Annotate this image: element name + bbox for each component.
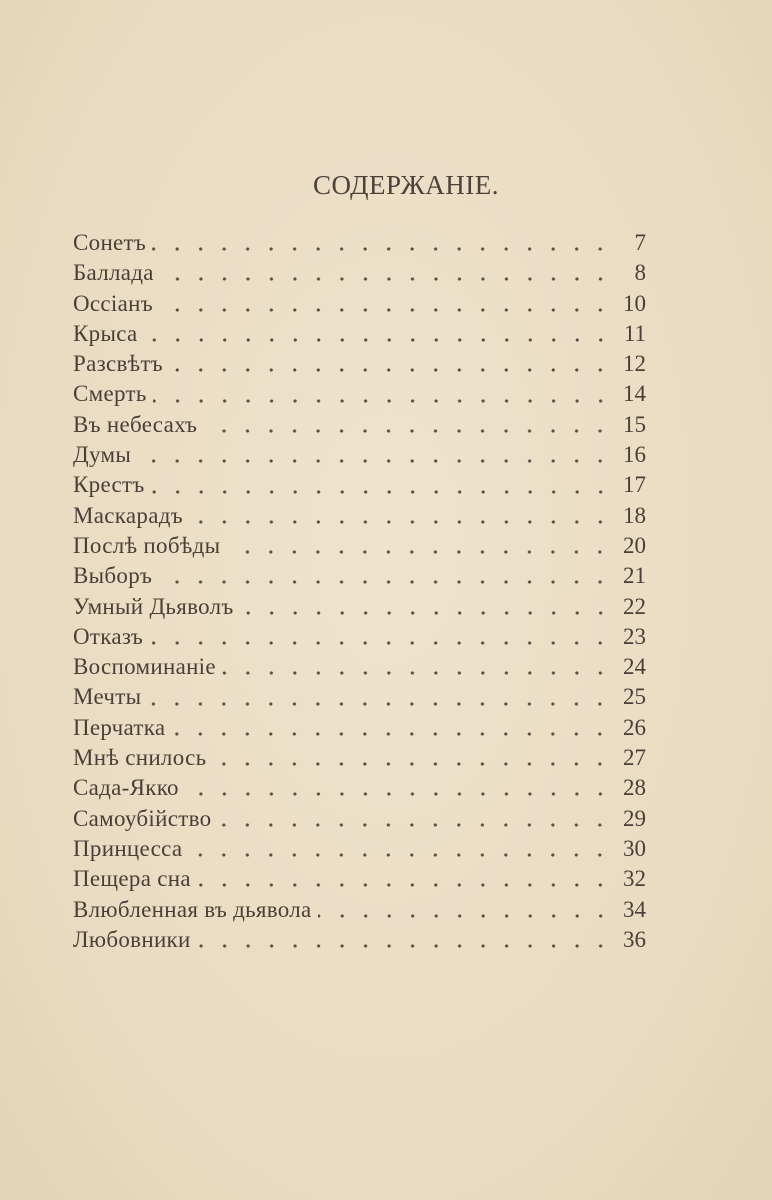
- page-title: СОДЕРЖАНІЕ.: [312, 170, 500, 200]
- entry-title: Любовники: [73, 926, 191, 952]
- dot-leader: [188, 519, 612, 524]
- toc-entry: Баллада 8: [73, 258, 646, 288]
- toc-entry: Думы 16: [73, 440, 646, 470]
- entry-title: Думы: [73, 442, 132, 468]
- entry-title: Сада-Якко: [73, 775, 179, 801]
- entry-page-number: 17: [623, 472, 646, 498]
- toc-entry: Оссіанъ 10: [73, 289, 646, 319]
- dot-leader: [188, 853, 612, 858]
- entry-title: Отказъ: [73, 623, 144, 649]
- dot-leader: [137, 459, 612, 464]
- dot-leader: [152, 247, 612, 252]
- toc-entry: Влюбленная въ дьявола 34: [73, 895, 646, 925]
- toc-entry: Послѣ побѣды 20: [73, 531, 646, 561]
- dot-leader: [317, 913, 612, 918]
- entry-page-number: 14: [623, 381, 646, 407]
- toc-entry: Въ небесахъ 15: [73, 410, 646, 440]
- entry-page-number: 28: [623, 775, 646, 801]
- entry-title: Пещера сна: [73, 866, 191, 892]
- entry-page-number: 23: [623, 623, 646, 649]
- dot-leader: [169, 368, 612, 373]
- toc-entry: Умный Дьяволъ 22: [73, 592, 646, 622]
- entry-title: Оссіанъ: [73, 290, 153, 316]
- entry-title: Самоубійство: [73, 805, 212, 831]
- entry-page-number: 22: [623, 593, 646, 619]
- entry-title: Сонетъ: [73, 230, 147, 255]
- toc-entry: Пещера сна 32: [73, 864, 646, 894]
- entry-title: Выборъ: [73, 563, 153, 589]
- dot-leader: [158, 580, 612, 585]
- dot-leader: [239, 610, 612, 615]
- dot-leader: [184, 792, 612, 797]
- dot-leader: [150, 489, 612, 494]
- entry-page-number: 11: [623, 320, 646, 346]
- entry-title: Умный Дьяволъ: [73, 593, 234, 619]
- toc-entry: Мечты 25: [73, 682, 646, 712]
- entry-page-number: 8: [634, 260, 647, 286]
- entry-title: Принцесса: [73, 835, 183, 861]
- dot-leader: [158, 307, 612, 312]
- entry-page-number: 24: [623, 654, 646, 680]
- entry-page-number: 12: [623, 351, 646, 377]
- entry-page-number: 15: [623, 411, 646, 437]
- entry-page-number: 36: [623, 926, 646, 952]
- dot-leader: [159, 277, 612, 282]
- entry-title: Мнѣ снилось: [73, 745, 207, 771]
- entry-title: Крестъ: [73, 472, 145, 498]
- dot-leader: [217, 822, 612, 827]
- entry-title: Баллада: [73, 260, 154, 286]
- dot-leader: [203, 428, 612, 433]
- toc-entry: Сонетъ 7: [73, 228, 646, 258]
- table-of-contents: Сонетъ 7 Баллада 8 Оссіанъ 10 Крыса 11 Разсвѣтъ 1…: [73, 228, 646, 955]
- dot-leader: [149, 641, 612, 645]
- entry-title: Послѣ побѣды: [73, 532, 221, 558]
- dot-leader: [221, 671, 612, 676]
- toc-entry: Самоубійство 29: [73, 804, 646, 834]
- dot-leader: [196, 883, 612, 888]
- entry-page-number: 29: [623, 805, 646, 831]
- dot-leader: [196, 943, 612, 948]
- dot-leader: [147, 701, 612, 706]
- toc-entry: Смерть 14: [73, 379, 646, 409]
- toc-entry: Крыса 11: [73, 319, 646, 349]
- entry-page-number: 18: [623, 502, 646, 528]
- entry-title: Крыса: [73, 320, 138, 346]
- toc-entry: Любовники 36: [73, 925, 646, 955]
- entry-title: Воспоминаніе: [73, 654, 216, 680]
- entry-page-number: 7: [634, 230, 647, 255]
- entry-page-number: 25: [623, 684, 646, 710]
- dot-leader: [226, 550, 612, 555]
- toc-entry: Выборъ 21: [73, 561, 646, 591]
- entry-page-number: 21: [623, 563, 646, 589]
- dot-leader: [212, 762, 612, 767]
- entry-page-number: 32: [623, 866, 646, 892]
- entry-title: Разсвѣтъ: [73, 351, 163, 377]
- toc-entry: Принцесса 30: [73, 834, 646, 864]
- entry-page-number: 16: [623, 442, 646, 468]
- entry-title: Смерть: [73, 381, 147, 407]
- entry-page-number: 10: [623, 290, 646, 316]
- entry-title: Мечты: [73, 684, 142, 710]
- entry-page-number: 27: [623, 745, 646, 771]
- toc-entry: Маскарадъ 18: [73, 501, 646, 531]
- toc-entry: Разсвѣтъ 12: [73, 349, 646, 379]
- entry-page-number: 30: [623, 835, 646, 861]
- entry-page-number: 20: [623, 532, 646, 558]
- entry-title: Маскарадъ: [73, 502, 183, 528]
- entry-title: Влюбленная въ дьявола: [73, 896, 312, 922]
- dot-leader: [171, 731, 612, 736]
- toc-entry: Перчатка 26: [73, 713, 646, 743]
- dot-leader: [152, 398, 612, 403]
- entry-page-number: 34: [623, 896, 646, 922]
- toc-entry: Крестъ 17: [73, 470, 646, 500]
- dot-leader: [143, 338, 612, 343]
- toc-entry: Мнѣ снилось 27: [73, 743, 646, 773]
- entry-title: Перчатка: [73, 714, 166, 740]
- toc-entry: Воспоминаніе 24: [73, 652, 646, 682]
- entry-title: Въ небесахъ: [73, 411, 198, 437]
- toc-entry: Отказъ 23: [73, 622, 646, 652]
- entry-page-number: 26: [623, 714, 646, 740]
- toc-entry: Сада-Якко 28: [73, 773, 646, 803]
